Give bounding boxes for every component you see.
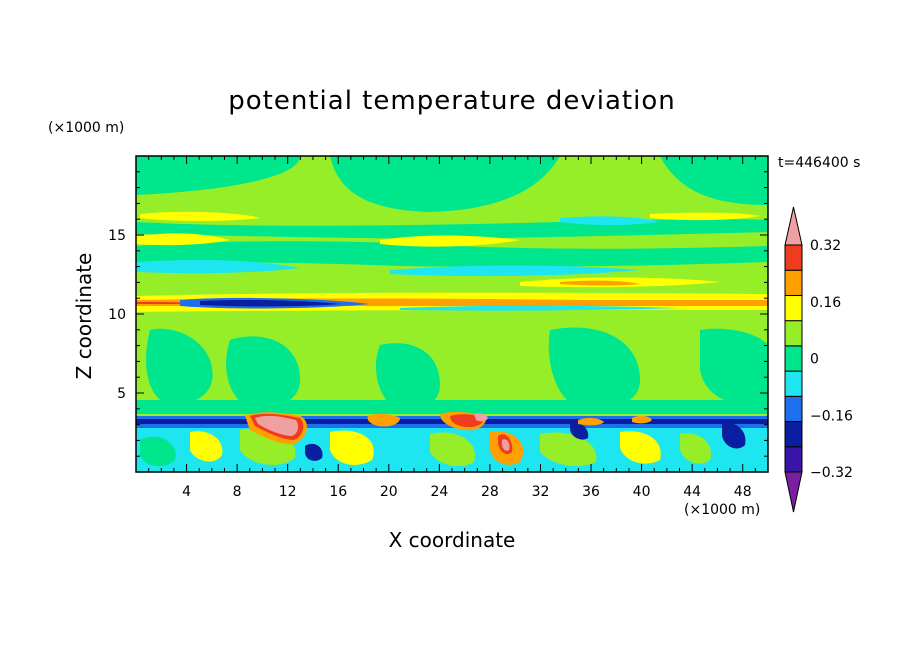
contour-field (136, 156, 768, 472)
colorbar-box (784, 421, 803, 448)
time-label: t=446400 s (778, 155, 861, 171)
layer-orange-1 (560, 280, 640, 286)
bl-cold-3 (570, 422, 589, 440)
chart-title: potential temperature deviation (228, 86, 676, 116)
cool-plume-4 (548, 327, 640, 409)
layer-warm-2 (650, 212, 760, 221)
x-unit-label: (×1000 m) (684, 502, 761, 518)
y-tick-label: 10 (108, 307, 126, 323)
colorbar-box (784, 320, 803, 347)
layer-cyan-2 (136, 260, 300, 274)
x-tick-label: 32 (532, 484, 550, 500)
colorbar-label: 0.32 (810, 238, 841, 254)
bl-warm-1 (140, 436, 176, 467)
inversion-warm-3-pink (474, 413, 488, 422)
colorbar-box (784, 269, 803, 296)
colorbar-bottom-triangle (784, 471, 803, 513)
colorbar-label: −0.32 (810, 465, 853, 481)
x-ticks: 4 8 12 16 20 24 28 32 36 40 44 48 (148, 156, 756, 500)
x-tick-label: 12 (279, 484, 297, 500)
inversion-warm-4 (578, 417, 604, 426)
x-tick-label: 48 (734, 484, 752, 500)
cool-band-lower (136, 400, 768, 414)
upper-cool-region-right (660, 156, 768, 205)
x-tick-label: 20 (380, 484, 398, 500)
colorbar-box (784, 395, 803, 423)
x-tick-label: 8 (233, 484, 242, 500)
inversion-warm-1-pink (255, 415, 299, 436)
x-tick-label: 28 (481, 484, 499, 500)
bl-warm-8 (620, 431, 661, 464)
colorbar-label: 0.16 (810, 295, 841, 311)
upper-cool-region-mid (330, 156, 560, 212)
x-tick-label: 40 (633, 484, 651, 500)
colorbar-box (784, 294, 803, 322)
colorbar-box (784, 446, 803, 473)
cool-plume-3 (375, 343, 440, 409)
x-axis-title: X coordinate (388, 528, 516, 552)
cyan-strip-10km (400, 305, 680, 311)
bl-warm-9 (680, 433, 711, 464)
bl-warm-2 (190, 431, 223, 462)
bl-warm-4 (330, 430, 374, 465)
x-tick-label: 44 (683, 484, 701, 500)
z-unit-label: (×1000 m) (48, 120, 125, 136)
colorbar: 0.32 0.16 0 −0.16 −0.32 (784, 206, 853, 513)
layer-cool-2 (136, 241, 768, 267)
bl-pink-1 (501, 439, 510, 451)
upper-cool-region-left (136, 156, 300, 195)
colorbar-label: 0 (810, 352, 819, 368)
x-tick-label: 36 (582, 484, 600, 500)
bl-warm-7 (540, 432, 597, 467)
layer-warm-1 (140, 211, 260, 221)
cool-plume-5 (700, 328, 768, 407)
layer-cyan-3 (390, 265, 640, 277)
x-tick-label: 24 (430, 484, 448, 500)
y-tick-label: 15 (108, 228, 126, 244)
colorbar-box (784, 370, 803, 397)
colorbar-label: −0.16 (810, 408, 853, 424)
colorbar-top-triangle (784, 206, 803, 246)
colorbar-box (784, 244, 803, 271)
bl-cold-1 (305, 443, 323, 461)
bl-cold-2 (722, 423, 746, 449)
x-tick-label: 16 (329, 484, 347, 500)
y-tick-label: 5 (117, 386, 126, 402)
cold-core-deep-10km (200, 300, 340, 307)
cool-plume-1 (146, 328, 213, 405)
bl-warm-5 (430, 432, 475, 467)
x-tick-label: 4 (182, 484, 191, 500)
y-ticks: 5 10 15 (108, 171, 768, 457)
colorbar-box (784, 345, 803, 372)
layer-warm-4 (380, 235, 520, 247)
inversion-warm-5 (632, 415, 652, 424)
inversion-warm-2 (367, 413, 400, 427)
cool-plume-2 (226, 336, 300, 409)
layer-cyan-1 (560, 216, 660, 225)
layer-warm-3 (136, 233, 230, 246)
